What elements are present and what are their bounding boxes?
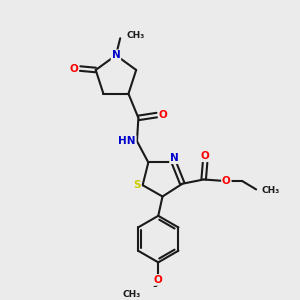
- Text: N: N: [170, 153, 179, 163]
- Text: O: O: [201, 151, 209, 161]
- Text: CH₃: CH₃: [126, 32, 145, 40]
- Text: O: O: [222, 176, 231, 186]
- Text: S: S: [133, 180, 141, 190]
- Text: CH₃: CH₃: [262, 186, 280, 195]
- Text: N: N: [112, 50, 120, 60]
- Text: CH₃: CH₃: [123, 290, 141, 298]
- Text: HN: HN: [118, 136, 136, 146]
- Text: O: O: [70, 64, 78, 74]
- Text: O: O: [154, 275, 163, 285]
- Text: O: O: [159, 110, 167, 120]
